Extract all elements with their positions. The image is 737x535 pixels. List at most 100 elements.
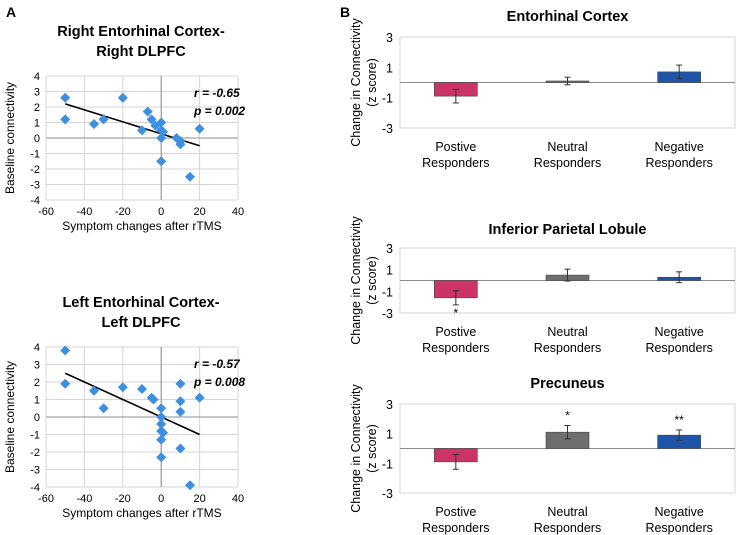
y-tick-label: 3 bbox=[386, 398, 393, 412]
data-point bbox=[60, 378, 71, 389]
y-tick-label: 3 bbox=[386, 31, 393, 45]
x-tick-label: 20 bbox=[193, 206, 205, 218]
y-tick-label: 0 bbox=[34, 412, 40, 424]
y-tick-label: 4 bbox=[34, 342, 40, 354]
y-tick-label: 1 bbox=[34, 118, 40, 130]
chart-title: Left Entorhinal Cortex- bbox=[62, 295, 219, 311]
data-point bbox=[117, 92, 128, 103]
data-point bbox=[98, 114, 109, 125]
significance-marker: * bbox=[565, 409, 570, 423]
regression-line bbox=[64, 372, 200, 436]
data-point bbox=[142, 106, 153, 117]
y-tick-label: 1 bbox=[386, 264, 393, 278]
y-tick-label: -1 bbox=[30, 149, 40, 161]
y-tick-label: -3 bbox=[30, 465, 40, 477]
y-axis-label: Baseline connectivity bbox=[3, 361, 17, 473]
charts-container: Right Entorhinal Cortex- Right DLPFC -4 -3 -… bbox=[3, 9, 736, 535]
y-tick-label: -3 bbox=[382, 122, 393, 136]
y-tick-label: 1 bbox=[386, 61, 393, 75]
data-point bbox=[137, 125, 147, 136]
x-tick-label: 40 bbox=[232, 206, 244, 218]
data-point bbox=[156, 419, 167, 429]
y-tick-label: -1 bbox=[30, 430, 40, 442]
category-label: Neutral bbox=[547, 325, 587, 339]
chart-title: Right DLPFC bbox=[96, 44, 186, 60]
x-tick-label: 0 bbox=[158, 206, 164, 218]
data-point bbox=[175, 396, 186, 407]
category-label: Negative bbox=[654, 325, 703, 339]
x-tick-label: -20 bbox=[115, 493, 131, 505]
category-label: Responders bbox=[422, 156, 489, 170]
y-tick-label: -2 bbox=[30, 164, 40, 176]
chart-title: Left DLPFC bbox=[102, 315, 181, 331]
significance-marker: * bbox=[453, 306, 458, 320]
data-point bbox=[175, 406, 186, 417]
y-tick-label: -4 bbox=[30, 195, 40, 207]
category-label: Responders bbox=[534, 341, 601, 355]
data-point bbox=[175, 378, 186, 389]
chart-title: Right Entorhinal Cortex- bbox=[57, 24, 225, 40]
category-label: Responders bbox=[534, 156, 601, 170]
bar-chart-4: Inferior Parietal Lobule -3 -1 1 3 * Postive Re… bbox=[349, 215, 736, 355]
category-label: Negative bbox=[654, 505, 703, 519]
panel-label-a: A bbox=[6, 4, 16, 20]
category-label: Negative bbox=[654, 140, 703, 154]
y-tick-label: -3 bbox=[382, 487, 393, 501]
y-axis-label: Baseline connectivity bbox=[3, 82, 17, 194]
data-point bbox=[175, 139, 186, 150]
data-point bbox=[158, 427, 169, 438]
r-value-label: r = -0.65 bbox=[194, 86, 240, 100]
y-axis-label: (z score) bbox=[365, 424, 379, 473]
data-point bbox=[156, 403, 167, 414]
data-point bbox=[185, 480, 195, 491]
x-axis-label: Symptom changes after rTMS bbox=[62, 506, 221, 520]
y-tick-label: 3 bbox=[386, 242, 393, 256]
data-point bbox=[156, 434, 167, 445]
x-tick-label: 20 bbox=[193, 493, 205, 505]
y-axis-label: (z score) bbox=[365, 58, 379, 107]
y-tick-label: 2 bbox=[34, 102, 40, 114]
y-tick-label: -3 bbox=[382, 307, 393, 321]
category-label: Postive bbox=[435, 505, 476, 519]
y-axis-label: Change in Connectivity bbox=[349, 17, 363, 146]
category-label: Responders bbox=[422, 521, 489, 535]
x-axis-label: Symptom changes after rTMS bbox=[62, 219, 221, 233]
chart-title: Entorhinal Cortex bbox=[507, 9, 629, 25]
data-point bbox=[156, 452, 167, 463]
scatter-chart-2: Left Entorhinal Cortex- Left DLPFC -4 -3 -2 -… bbox=[3, 295, 245, 520]
data-point bbox=[60, 92, 71, 103]
data-point bbox=[156, 412, 167, 422]
y-axis-label: Change in Connectivity bbox=[349, 215, 363, 344]
scatter-chart-1: Right Entorhinal Cortex- Right DLPFC -4 -3 -… bbox=[3, 24, 245, 233]
y-tick-label: 1 bbox=[386, 428, 393, 442]
y-tick-label: 3 bbox=[34, 360, 40, 372]
y-tick-label: 0 bbox=[34, 133, 40, 145]
data-point bbox=[156, 156, 167, 167]
bar-chart-3: Entorhinal Cortex -3 -1 1 3 Postive Responders… bbox=[349, 9, 736, 170]
data-point bbox=[194, 392, 205, 403]
p-value-label: p = 0.002 bbox=[193, 104, 245, 118]
x-tick-label: 40 bbox=[232, 493, 244, 505]
x-tick-label: -40 bbox=[76, 493, 92, 505]
r-value-label: r = -0.57 bbox=[194, 357, 241, 371]
panel-label-b: B bbox=[340, 4, 350, 20]
data-point bbox=[60, 114, 71, 125]
y-tick-label: 4 bbox=[34, 71, 40, 83]
category-label: Responders bbox=[422, 341, 489, 355]
y-tick-label: -1 bbox=[382, 457, 393, 471]
data-point bbox=[156, 117, 167, 128]
data-point bbox=[194, 123, 205, 134]
category-label: Responders bbox=[645, 156, 712, 170]
x-tick-label: -60 bbox=[38, 206, 54, 218]
category-label: Neutral bbox=[547, 140, 587, 154]
data-point bbox=[60, 345, 71, 356]
data-point bbox=[146, 114, 157, 125]
category-label: Postive bbox=[435, 140, 476, 154]
x-tick-label: -20 bbox=[115, 206, 131, 218]
data-point bbox=[158, 126, 169, 137]
category-label: Postive bbox=[435, 325, 476, 339]
category-label: Neutral bbox=[547, 505, 587, 519]
significance-marker: ** bbox=[674, 413, 684, 427]
y-tick-label: -1 bbox=[382, 285, 393, 299]
